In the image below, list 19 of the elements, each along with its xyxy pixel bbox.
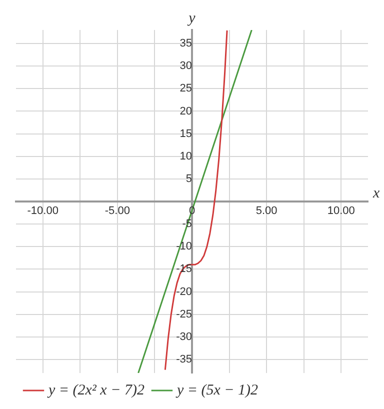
- y-tick-label: -20: [176, 286, 192, 298]
- x-tick-label: -5.00: [104, 205, 130, 218]
- x-axis-title: x: [372, 185, 380, 202]
- y-axis-title: y: [186, 10, 196, 26]
- y-tick-label: -35: [176, 353, 192, 366]
- x-tick-label: 5.00: [256, 205, 278, 218]
- y-tick-label: 30: [180, 60, 192, 72]
- y-tick-label: 25: [180, 82, 192, 95]
- y-tick-label: -30: [176, 330, 192, 343]
- y-tick-label: -25: [176, 308, 192, 320]
- y-tick-label: 15: [180, 128, 192, 140]
- y-tick-label: 20: [180, 105, 192, 118]
- y-tick-label: 10: [180, 150, 192, 162]
- legend-label: y = (5x − 1)2: [174, 382, 259, 398]
- y-tick-label: 5: [186, 172, 192, 185]
- legend-label: y = (2x² x − 7)2: [46, 382, 145, 398]
- x-tick-label: 10.00: [327, 205, 355, 218]
- x-tick-label: -10.00: [27, 205, 58, 218]
- y-tick-label: 35: [180, 38, 192, 50]
